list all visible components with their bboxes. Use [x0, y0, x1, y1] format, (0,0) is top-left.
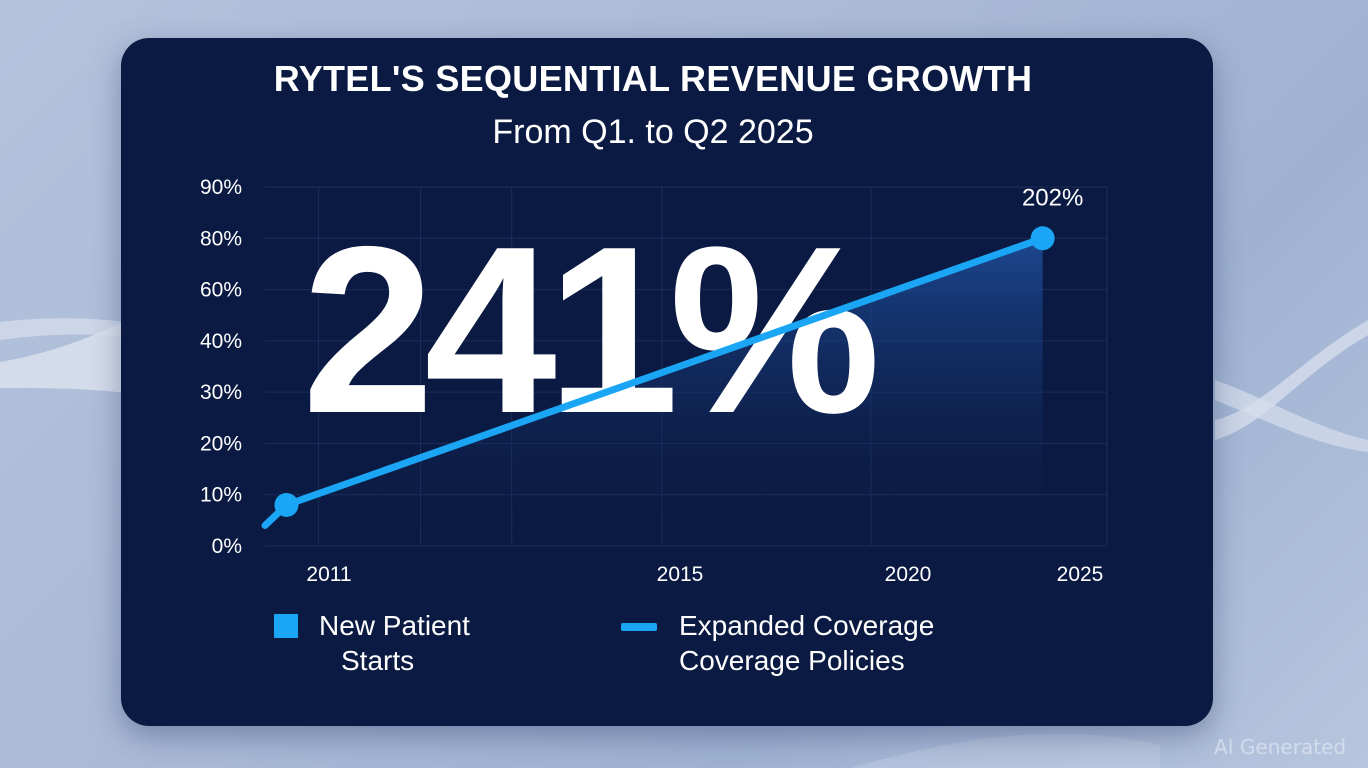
- chart-subtitle: From Q1. to Q2 2025: [492, 113, 814, 151]
- y-axis-ticks: 0% 10% 20% 30% 40% 60% 80% 90%: [200, 176, 242, 558]
- legend-item-expanded-coverage[interactable]: Expanded Coverage Coverage Policies: [679, 608, 934, 678]
- x-tick-label: 2015: [657, 563, 704, 586]
- legend-label-line2: Starts: [341, 645, 415, 676]
- y-tick-label: 20%: [200, 432, 242, 455]
- x-tick-label: 2025: [1057, 563, 1104, 586]
- legend-square-icon: [274, 614, 298, 638]
- legend-label-line2: Coverage Policies: [679, 645, 905, 676]
- legend-line-icon: [621, 623, 657, 631]
- chart-title: RYTEL'S SEQUENTIAL REVENUE GROWTH: [273, 58, 1033, 99]
- x-tick-label: 2020: [885, 563, 932, 586]
- y-tick-label: 30%: [200, 381, 242, 404]
- y-tick-label: 60%: [200, 279, 242, 302]
- y-tick-label: 10%: [200, 484, 242, 507]
- x-axis-ticks: 2011 2015 2020 2025: [306, 563, 1103, 586]
- y-tick-label: 0%: [212, 535, 242, 558]
- x-tick-label: 2011: [306, 563, 351, 586]
- legend-item-new-patient-starts[interactable]: New Patient Starts: [319, 608, 470, 678]
- y-tick-label: 80%: [200, 227, 242, 250]
- legend-label-line1: Expanded Coverage: [679, 610, 935, 641]
- legend-label-line1: New Patient: [319, 610, 470, 641]
- ai-generated-watermark: AI Generated: [1214, 735, 1347, 759]
- y-tick-label: 90%: [200, 176, 242, 199]
- wave-right-2: [1215, 380, 1368, 452]
- wave-bottom: [850, 733, 1160, 768]
- y-tick-label: 40%: [200, 330, 242, 353]
